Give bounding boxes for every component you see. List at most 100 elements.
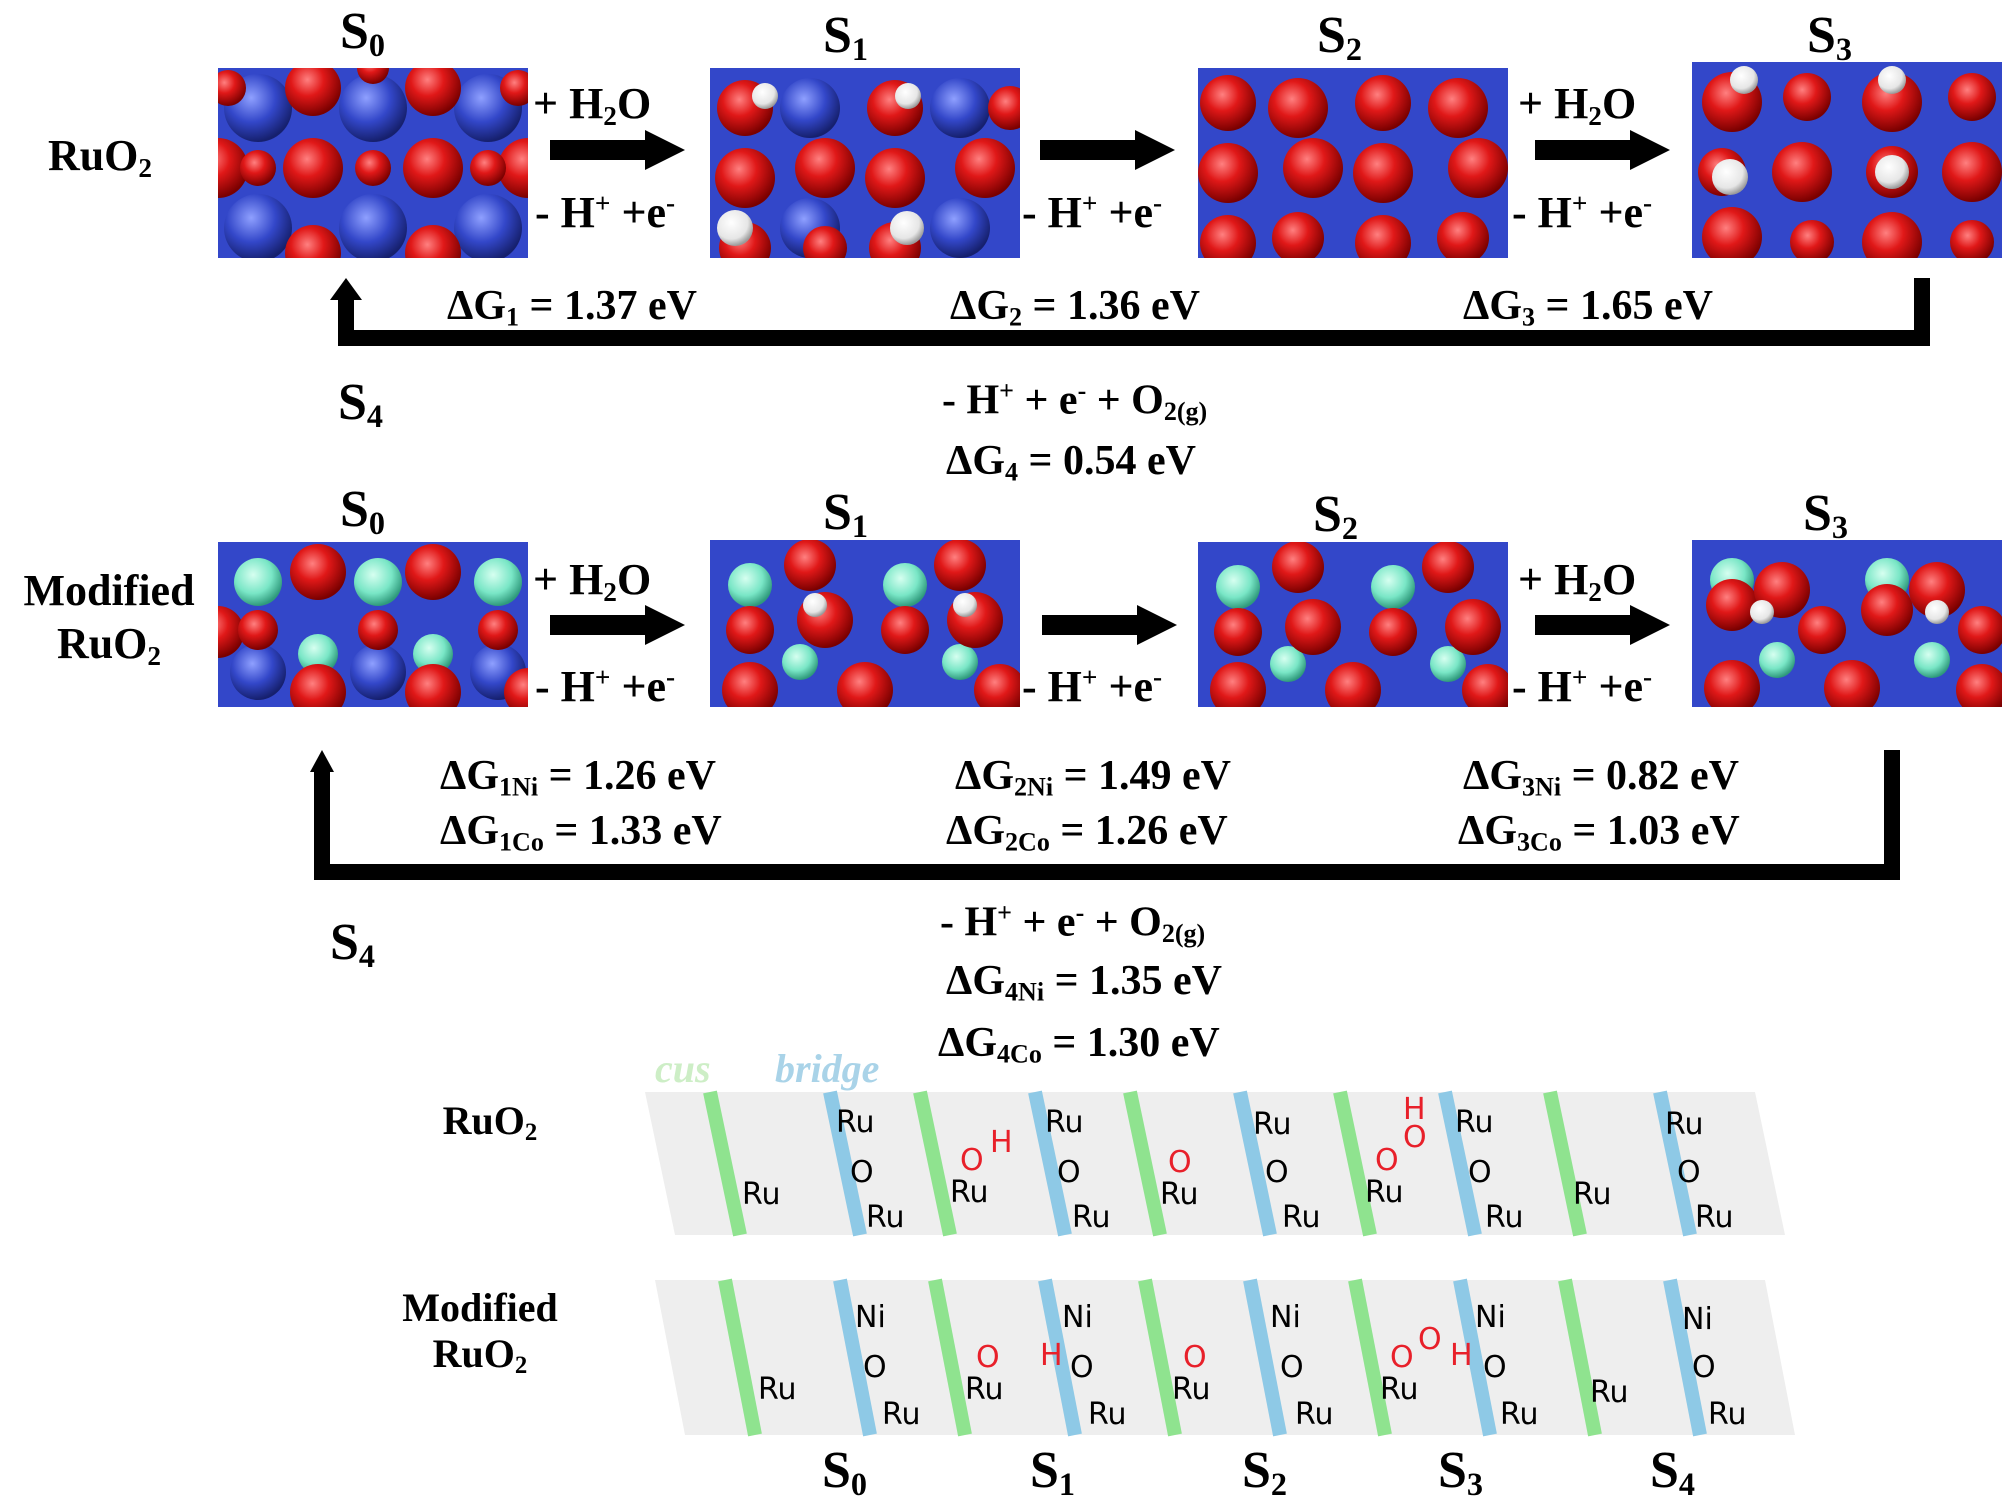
atom-h-r1-s3: H [1403,1092,1426,1127]
step-2-proton-top: - H+ +e- [1022,188,1163,237]
structure-panel-s2-top [1198,68,1508,258]
atom-o-r1-h: O [1265,1155,1289,1190]
atom-o-r2-s1: O [976,1340,1000,1375]
atom-o-r1-s1: O [960,1143,984,1178]
atom-o-r2-d: O [1483,1350,1507,1385]
atom-o-r2-s3a: O [1390,1340,1414,1375]
structure-panel-s2-mod [1198,542,1508,707]
atom-ru-r1-f: Ru [1072,1200,1111,1235]
state-label-s0-mod: S0 [340,481,386,542]
dG4Co-mod: ΔG4Co = 1.30 eV [938,1020,1220,1069]
atom-o-r1-s2: O [1168,1145,1192,1180]
return-eq-top: - H+ + e- + O2(g) [942,376,1208,426]
structure-panel-s3-mod [1692,540,2002,707]
atom-ru-r2-b: Ru [882,1397,921,1432]
state-label-s1-mod: S1 [823,484,869,545]
state-label-s4-top: S4 [338,374,384,435]
atom-o-r2-a: O [863,1350,887,1385]
dG2Co-mod: ΔG2Co = 1.26 eV [946,808,1228,857]
atom-o-r1-n: O [1677,1155,1701,1190]
structure-panel-s0-mod [218,542,528,707]
return-loop-top [330,278,1930,346]
bottom-state-s2: S2 [1242,1442,1288,1503]
atom-ru-r1-i: Ru [1282,1200,1321,1235]
dG4-top: ΔG4 = 0.54 eV [946,438,1196,487]
surface-schematic [645,1090,1795,1437]
step-1-proton-top: - H+ +e- [535,188,676,237]
atom-ni-r2-d: Ni [1475,1300,1506,1335]
bottom-state-s3: S3 [1438,1442,1484,1503]
reaction-arrow-1-top [550,130,685,170]
atom-ru-r2-h: Ru [1500,1397,1539,1432]
state-label-s3-mod: S3 [1803,485,1849,546]
atom-ru-r1-o: Ru [1695,1200,1734,1235]
atom-h-r1-s1: H [990,1125,1013,1160]
atom-ru-r1-b: Ru [836,1105,875,1140]
step-1-proton-mod: - H+ +e- [535,662,676,711]
structure-panel-s0-top [218,68,528,258]
atom-o-r2-e: O [1692,1350,1716,1385]
state-label-s0-top: S0 [340,3,386,64]
atom-ru-r1-d: Ru [950,1175,989,1210]
atom-ru-r1-k: Ru [1455,1105,1494,1140]
atom-ru-r2-i: Ru [1590,1375,1629,1410]
atom-ru-r1-m: Ru [1573,1177,1612,1212]
reaction-arrow-3-mod [1535,605,1670,645]
atom-ru-r2-f: Ru [1295,1397,1334,1432]
row-label-modified: Modified RuO2 [23,566,195,671]
atom-o-r2-s2: O [1183,1340,1207,1375]
state-label-s3-top: S3 [1807,7,1853,68]
atom-ru-r2-e: Ru [1172,1372,1211,1407]
row-label-ruo2: RuO2 [47,131,153,183]
bridge-label: bridge [775,1046,880,1091]
bottom-state-s4: S4 [1650,1442,1696,1503]
return-loop-mod [310,750,1900,880]
step-3-proton-mod: - H+ +e- [1512,662,1653,711]
reaction-arrow-1-mod [550,605,685,645]
atom-o-r1-e: O [1057,1155,1081,1190]
cus-label: cus [655,1046,711,1091]
atom-ru-r1-l: Ru [1485,1200,1524,1235]
dG1Co-mod: ΔG1Co = 1.33 eV [440,808,722,857]
atom-ru-r1-c: Ru [866,1200,905,1235]
dG3Ni-mod: ΔG3Ni = 0.82 eV [1463,753,1739,802]
dG2Ni-mod: ΔG2Ni = 1.49 eV [955,753,1231,802]
atom-ni-r2-c: Ni [1270,1300,1301,1335]
atom-ru-r1-g: Ru [1160,1177,1199,1212]
atom-o-r2-s3b: O [1418,1322,1442,1357]
dG4Ni-mod: ΔG4Ni = 1.35 eV [946,958,1222,1007]
state-label-s4-mod: S4 [330,914,376,975]
dG2-top: ΔG2 = 1.36 eV [950,283,1200,332]
atom-ru-r1-a: Ru [742,1177,781,1212]
atom-ni-r2-e: Ni [1682,1302,1713,1337]
schematic-row-label-modified: Modified RuO2 [402,1285,558,1380]
atom-o-r2-b: O [1070,1350,1094,1385]
structure-panel-s1-mod [710,540,1020,707]
atom-o-r1-s3a: O [1403,1120,1427,1155]
atom-o-r1-k: O [1468,1155,1492,1190]
reaction-arrow-3-top [1535,130,1670,170]
step-2-proton-mod: - H+ +e- [1022,662,1163,711]
state-label-s2-mod: S2 [1313,486,1359,547]
step-3-water-mod: + H2O [1518,555,1637,607]
return-eq-mod: - H+ + e- + O2(g) [940,898,1206,948]
atom-ru-r1-n: Ru [1665,1107,1704,1142]
atom-ru-r2-c: Ru [965,1372,1004,1407]
reaction-arrow-2-top [1040,130,1175,170]
atom-h-r2-s1: H [1040,1338,1063,1373]
step-3-water-top: + H2O [1518,79,1637,131]
structure-panel-s1-top [710,68,1020,258]
structure-panel-s3-top [1692,62,2002,258]
atom-ru-r2-g: Ru [1380,1372,1419,1407]
bottom-state-s1: S1 [1030,1442,1076,1503]
atom-o-r1-s3b: O [1375,1143,1399,1178]
dG1Ni-mod: ΔG1Ni = 1.26 eV [440,753,716,802]
atom-ru-r1-j: Ru [1365,1175,1404,1210]
atom-o-r2-c: O [1280,1350,1304,1385]
atom-ru-r2-j: Ru [1708,1397,1747,1432]
step-1-water-mod: + H2O [533,555,652,607]
step-3-proton-top: - H+ +e- [1512,188,1653,237]
surface-modified [655,1280,1795,1435]
step-1-water-top: + H2O [533,79,652,131]
state-label-s2-top: S2 [1317,7,1363,68]
